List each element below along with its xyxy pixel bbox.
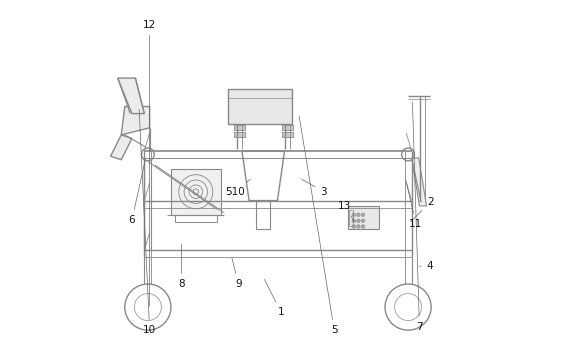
Text: 4: 4	[419, 261, 433, 271]
Circle shape	[352, 219, 356, 223]
Bar	[282, 132, 293, 137]
Polygon shape	[411, 158, 427, 206]
Circle shape	[357, 219, 360, 223]
Text: 1: 1	[265, 279, 284, 317]
Circle shape	[361, 225, 365, 228]
Circle shape	[361, 213, 365, 217]
Text: 6: 6	[129, 159, 146, 225]
Bar	[348, 206, 379, 229]
Text: 10: 10	[139, 109, 156, 335]
Bar	[234, 132, 245, 137]
Text: 13: 13	[338, 201, 354, 221]
Text: 3: 3	[301, 179, 327, 197]
Bar	[171, 169, 221, 215]
Text: 510: 510	[225, 179, 251, 197]
Circle shape	[357, 225, 360, 228]
Text: 2: 2	[411, 197, 433, 222]
Text: 11: 11	[406, 180, 423, 229]
Polygon shape	[111, 135, 132, 160]
Text: 8: 8	[178, 244, 185, 289]
Circle shape	[357, 213, 360, 217]
Bar	[228, 89, 292, 124]
Circle shape	[352, 213, 356, 217]
Text: 7: 7	[413, 102, 423, 332]
Circle shape	[361, 219, 365, 223]
Polygon shape	[121, 106, 149, 135]
Text: 5: 5	[299, 116, 338, 335]
Bar	[234, 125, 245, 130]
Polygon shape	[117, 78, 144, 114]
Bar	[282, 125, 293, 130]
Text: 12: 12	[143, 20, 156, 306]
Bar	[256, 201, 270, 229]
Bar	[349, 210, 353, 226]
Text: 9: 9	[232, 258, 242, 289]
Circle shape	[352, 225, 356, 228]
